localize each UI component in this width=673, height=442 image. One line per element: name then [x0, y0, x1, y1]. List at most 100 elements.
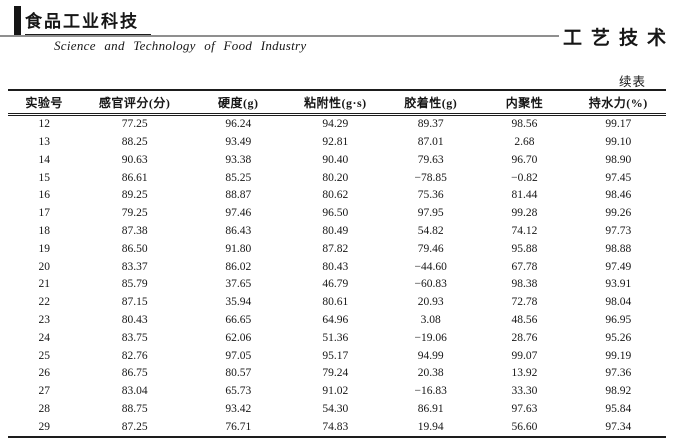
- table-cell: 3.08: [420, 313, 441, 326]
- table-cell: 13.92: [511, 367, 538, 380]
- table-cell: 97.45: [605, 171, 632, 184]
- table-cell: −60.83: [414, 278, 447, 291]
- table-cell: 66.65: [225, 313, 252, 326]
- table-cell: 97.49: [605, 260, 632, 273]
- table-cell: 83.37: [121, 260, 148, 273]
- table-cell: 51.36: [322, 331, 349, 344]
- table-cell: 79.25: [121, 207, 148, 220]
- table-cell: 2.68: [514, 135, 535, 148]
- column-header: 持水力(%): [588, 95, 648, 110]
- table-cell: 87.25: [121, 420, 148, 433]
- table-cell: 97.36: [605, 367, 632, 380]
- experiment-number-cell: 16: [38, 189, 50, 202]
- table-cell: 98.46: [605, 189, 632, 202]
- table-cell: 80.49: [322, 224, 349, 237]
- table-cell: 46.79: [322, 278, 349, 291]
- table-cell: 79.63: [417, 153, 444, 166]
- table-cell: 20.93: [417, 296, 444, 309]
- table-cell: 72.78: [511, 296, 538, 309]
- table-cell: 93.49: [225, 135, 252, 148]
- experiment-number-cell: 27: [38, 385, 50, 398]
- table-cell: 74.83: [322, 420, 349, 433]
- table-cell: 75.36: [417, 189, 444, 202]
- table-row: 13 88.25 93.49 92.81 87.01 2.68 99.10: [8, 134, 666, 152]
- masthead-accent-bar: [14, 6, 21, 35]
- table-cell: 86.61: [121, 171, 148, 184]
- results-table: 实验号 感官评分(分) 硬度(g) 粘附性(g·s) 胶着性(g) 内聚性 持水力(%) 1…: [8, 89, 666, 439]
- table-cell: 20.38: [417, 367, 444, 380]
- table-cell: 97.05: [225, 349, 252, 362]
- table-cell: 86.43: [225, 224, 252, 237]
- experiment-number-cell: 13: [38, 135, 50, 148]
- table-row: 21 85.79 37.65 46.79 −60.83 98.38 93.91: [8, 276, 666, 294]
- table-cell: 35.94: [225, 296, 252, 309]
- table-cell: 76.71: [225, 420, 252, 433]
- table-body: 12 77.25 96.24 94.29 89.37 98.56 99.17 13 88.25 9…: [8, 115, 666, 438]
- section-title: 工艺技术: [563, 28, 673, 49]
- table-cell: 98.92: [605, 385, 632, 398]
- table-cell: 88.87: [225, 189, 252, 202]
- experiment-number-cell: 25: [38, 349, 50, 362]
- table-cell: 95.88: [511, 242, 538, 255]
- table-row: 18 87.38 86.43 80.49 54.82 74.12 97.73: [8, 223, 666, 241]
- table-cell: 65.73: [225, 385, 252, 398]
- table-row: 20 83.37 86.02 80.43 −44.60 67.78 97.49: [8, 258, 666, 276]
- table-cell: 99.17: [605, 118, 632, 131]
- table-cell: 19.94: [417, 420, 444, 433]
- table-cell: 99.28: [511, 207, 538, 220]
- table-cell: 94.29: [322, 118, 349, 131]
- table-cell: 37.65: [225, 278, 252, 291]
- table-cell: 89.37: [417, 118, 444, 131]
- table-cell: 80.43: [322, 260, 349, 273]
- table-cell: 87.38: [121, 224, 148, 237]
- column-header: 实验号: [25, 95, 63, 110]
- table-row: 14 90.63 93.38 90.40 79.63 96.70 98.90: [8, 152, 666, 170]
- table-row: 25 82.76 97.05 95.17 94.99 99.07 99.19: [8, 347, 666, 365]
- table-cell: 88.25: [121, 135, 148, 148]
- table-cell: 80.61: [322, 296, 349, 309]
- table-cell: 33.30: [511, 385, 538, 398]
- table-cell: 96.70: [511, 153, 538, 166]
- experiment-number-cell: 20: [38, 260, 50, 273]
- experiment-number-cell: 28: [38, 402, 50, 415]
- table-cell: 94.99: [417, 349, 444, 362]
- table-cell: 83.75: [121, 331, 148, 344]
- table-cell: 56.60: [511, 420, 538, 433]
- table-cell: 97.63: [511, 402, 538, 415]
- table-cell: 99.10: [605, 135, 632, 148]
- column-header: 内聚性: [505, 95, 544, 110]
- table-row: 22 87.15 35.94 80.61 20.93 72.78 98.04: [8, 294, 666, 312]
- table-cell: 86.02: [225, 260, 252, 273]
- table-cell: 80.20: [322, 171, 349, 184]
- table-cell: 96.50: [322, 207, 349, 220]
- table-row: 27 83.04 65.73 91.02 −16.83 33.30 98.92: [8, 383, 666, 401]
- table-cell: 67.78: [511, 260, 538, 273]
- table-cell: 97.34: [605, 420, 632, 433]
- experiment-number-cell: 21: [38, 278, 50, 291]
- table-cell: 91.02: [322, 385, 349, 398]
- table-cell: 98.88: [605, 242, 632, 255]
- table-cell: −0.82: [511, 171, 538, 184]
- column-header: 硬度(g): [218, 95, 259, 110]
- experiment-number-cell: 23: [38, 313, 50, 326]
- table-cell: −19.06: [414, 331, 447, 344]
- table-cell: 86.75: [121, 367, 148, 380]
- table-cell: 98.90: [605, 153, 632, 166]
- table-cell: 97.95: [417, 207, 444, 220]
- table-cell: 91.80: [225, 242, 252, 255]
- table-cell: 98.38: [511, 278, 538, 291]
- table-row: 28 88.75 93.42 54.30 86.91 97.63 95.84: [8, 401, 666, 419]
- masthead-divider-rule: [0, 35, 559, 37]
- table-cell: 87.01: [417, 135, 444, 148]
- table-cell: 79.24: [322, 367, 349, 380]
- table-row: 12 77.25 96.24 94.29 89.37 98.56 99.17: [8, 115, 666, 134]
- table-cell: 77.25: [121, 118, 148, 131]
- experiment-number-cell: 24: [38, 331, 50, 344]
- table-row: 23 80.43 66.65 64.96 3.08 48.56 96.95: [8, 312, 666, 330]
- table-cell: 99.26: [605, 207, 632, 220]
- table-cell: 54.30: [322, 402, 349, 415]
- table-cell: 83.04: [121, 385, 148, 398]
- table-cell: 80.43: [121, 313, 148, 326]
- experiment-number-cell: 18: [38, 224, 50, 237]
